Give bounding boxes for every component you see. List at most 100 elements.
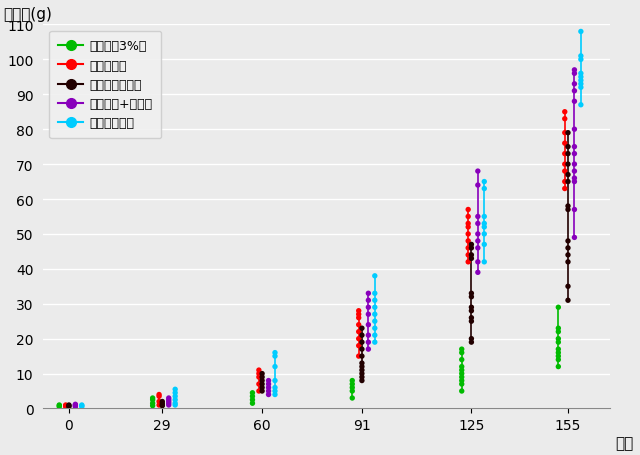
Point xyxy=(559,161,570,168)
Point xyxy=(467,293,477,301)
Point xyxy=(77,403,87,410)
Point xyxy=(353,335,364,343)
Point xyxy=(456,363,467,370)
Point xyxy=(563,130,573,137)
Point xyxy=(570,207,580,214)
Point xyxy=(473,168,483,175)
Point xyxy=(467,255,477,263)
Point xyxy=(264,391,274,398)
Point xyxy=(570,234,580,242)
Point xyxy=(254,370,264,377)
Point xyxy=(570,178,580,186)
Point xyxy=(570,88,580,95)
Point xyxy=(553,363,563,370)
Point xyxy=(553,339,563,346)
Point xyxy=(576,85,586,92)
Point xyxy=(456,374,467,381)
Point xyxy=(576,77,586,85)
Point xyxy=(563,172,573,179)
Point xyxy=(479,241,490,248)
Point xyxy=(467,245,477,252)
Point xyxy=(559,116,570,123)
Point xyxy=(559,130,570,137)
Point xyxy=(157,398,168,405)
Point xyxy=(247,393,257,400)
Point xyxy=(54,401,65,409)
Point xyxy=(370,304,380,311)
Point xyxy=(357,374,367,381)
Point xyxy=(357,353,367,360)
Point xyxy=(563,203,573,210)
Point xyxy=(264,388,274,395)
Point xyxy=(353,311,364,318)
Point xyxy=(170,396,180,404)
Point xyxy=(157,401,168,409)
Point xyxy=(364,290,374,297)
Point xyxy=(456,367,467,374)
Point xyxy=(570,126,580,134)
Point xyxy=(257,388,268,395)
Point xyxy=(270,349,280,356)
Point xyxy=(357,367,367,374)
Point xyxy=(257,377,268,384)
Point xyxy=(254,380,264,388)
Point xyxy=(570,161,580,168)
Point xyxy=(576,71,586,78)
Point xyxy=(563,161,573,168)
Point xyxy=(479,231,490,238)
Point xyxy=(370,297,380,304)
Point xyxy=(473,231,483,238)
Point xyxy=(61,401,71,409)
Point xyxy=(357,370,367,377)
Point xyxy=(270,353,280,360)
Point xyxy=(154,393,164,400)
Point xyxy=(70,402,81,410)
Point xyxy=(553,325,563,332)
Point xyxy=(473,213,483,221)
Point xyxy=(467,314,477,322)
Point xyxy=(77,401,87,409)
Point xyxy=(570,168,580,175)
Point xyxy=(456,380,467,388)
Point xyxy=(347,377,357,384)
Point xyxy=(370,318,380,325)
Point xyxy=(370,290,380,297)
Point xyxy=(257,380,268,388)
Point xyxy=(559,140,570,147)
Point xyxy=(456,377,467,384)
Point xyxy=(576,81,586,88)
Point xyxy=(157,402,168,410)
Point xyxy=(463,207,474,214)
Point xyxy=(61,403,71,410)
Point xyxy=(467,308,477,315)
Point xyxy=(254,388,264,395)
Text: 魚体重(g): 魚体重(g) xyxy=(3,7,52,21)
Point xyxy=(264,377,274,384)
Point xyxy=(364,346,374,353)
Point xyxy=(463,258,474,266)
Point xyxy=(257,370,268,377)
Legend: ペレット3%区, 赤虫飽和区, ペレット飽和区, ペレット+赤虫区, 水かけ流し区: ペレット3%区, 赤虫飽和区, ペレット飽和区, ペレット+赤虫区, 水かけ流し… xyxy=(49,32,161,139)
Point xyxy=(370,311,380,318)
Point xyxy=(164,396,174,404)
Point xyxy=(154,401,164,409)
Point xyxy=(270,391,280,398)
Point xyxy=(570,71,580,78)
Point xyxy=(463,224,474,231)
Point xyxy=(479,178,490,186)
Point xyxy=(576,56,586,64)
Point xyxy=(563,144,573,151)
Point xyxy=(473,220,483,228)
Point xyxy=(270,363,280,370)
Point xyxy=(164,399,174,407)
Point xyxy=(576,74,586,81)
Point xyxy=(170,401,180,409)
Point xyxy=(479,213,490,221)
Point xyxy=(473,258,483,266)
Point xyxy=(64,401,74,409)
Point xyxy=(347,384,357,391)
Point xyxy=(570,151,580,158)
Point xyxy=(64,403,74,410)
Point xyxy=(553,304,563,311)
Point xyxy=(479,220,490,228)
